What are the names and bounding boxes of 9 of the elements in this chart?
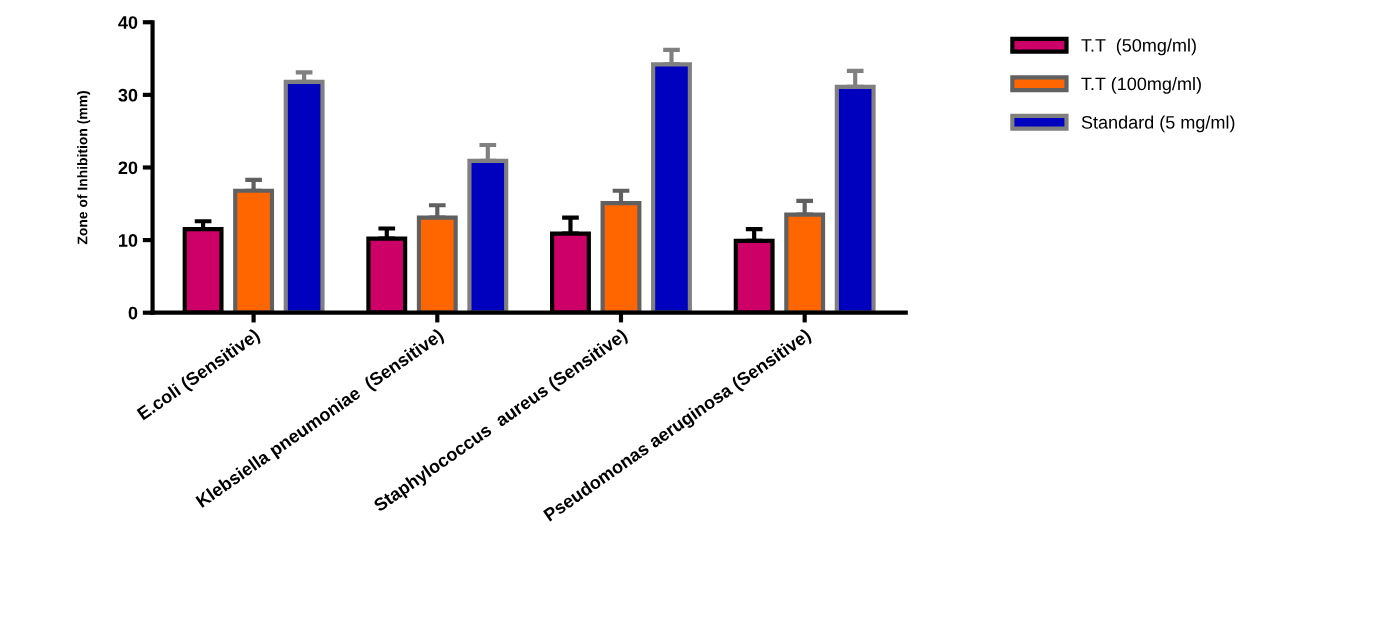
- legend-label: T.T (50mg/ml): [1081, 38, 1196, 56]
- legend-label: Standard (5 mg/ml): [1081, 115, 1235, 133]
- y-tick-label: 10: [119, 234, 138, 247]
- legend-label: T.T (100mg/ml): [1081, 77, 1201, 94]
- y-tick-label: 30: [118, 88, 138, 102]
- y-tick-label: 0: [128, 306, 138, 320]
- y-tick-label: 20: [118, 161, 138, 175]
- y-tick-label: 40: [118, 16, 138, 29]
- y-axis-title: Zone of Inhibition (mm): [77, 91, 91, 245]
